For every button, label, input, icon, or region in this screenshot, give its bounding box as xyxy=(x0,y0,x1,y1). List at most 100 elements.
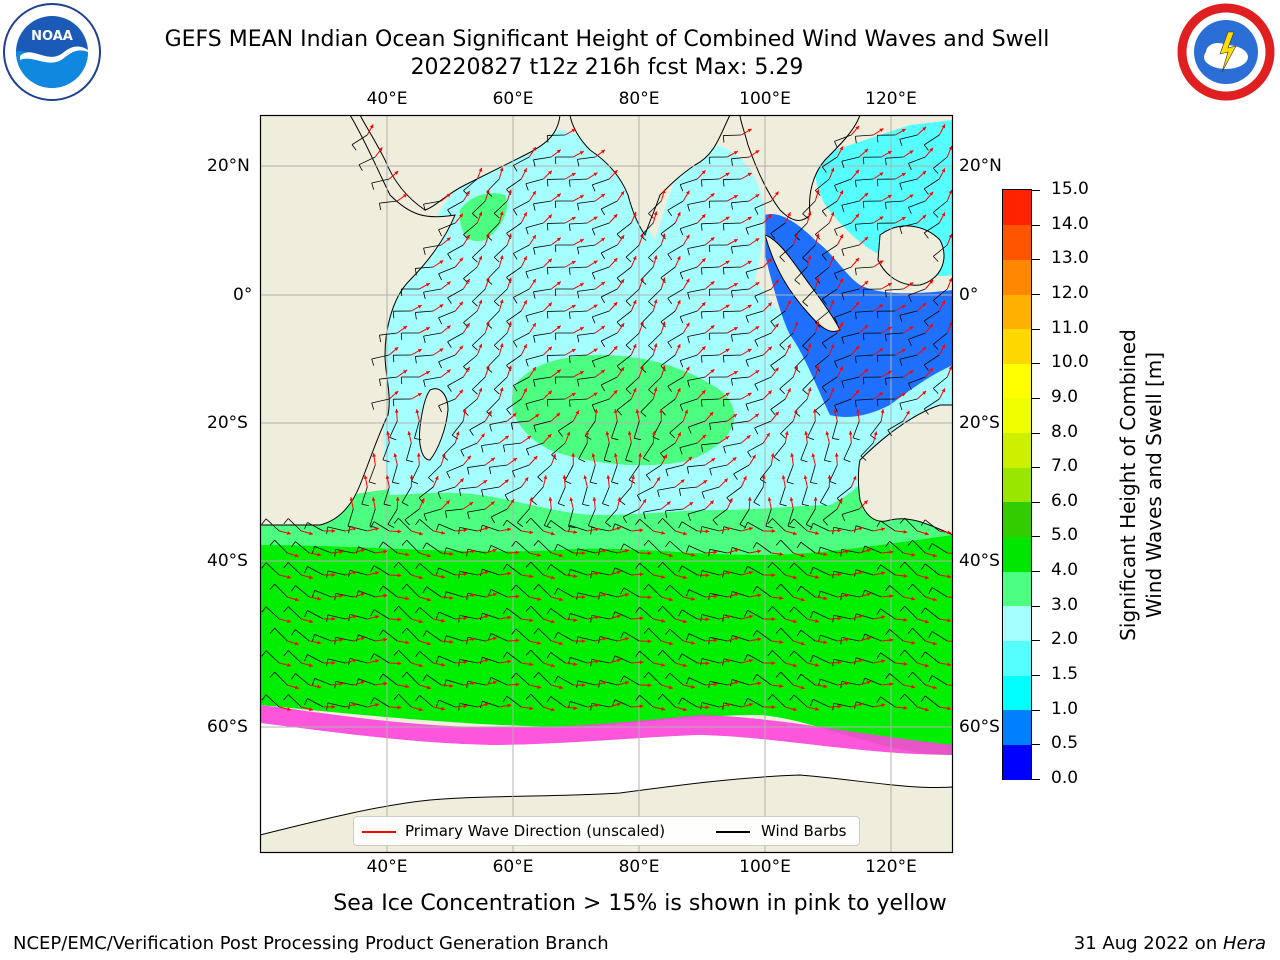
wave-arrow-head xyxy=(677,212,681,217)
wind-barb-flag xyxy=(554,675,558,683)
wave-arrow-head xyxy=(903,705,908,710)
wind-barb xyxy=(800,541,816,554)
wave-arrow-head xyxy=(639,616,644,621)
indonesian-seas xyxy=(765,214,953,417)
wind-barb-flag xyxy=(745,359,749,367)
wind-barb xyxy=(923,354,940,366)
wind-barb-flag xyxy=(525,315,529,323)
wind-barb-flag xyxy=(899,139,903,147)
wave-arrow-head xyxy=(535,414,540,418)
wave-arrow-head xyxy=(653,211,658,216)
wind-barb xyxy=(747,521,764,532)
wind-barb xyxy=(515,628,530,642)
wave-arrow-head xyxy=(800,641,805,646)
wind-barb-flag xyxy=(533,159,536,167)
wind-barb xyxy=(391,464,398,483)
wave-arrow-head xyxy=(547,434,552,438)
wind-barb-flag xyxy=(794,279,801,285)
wave-arrow-head xyxy=(512,413,517,417)
wind-barb xyxy=(802,288,816,303)
wind-barb-flag xyxy=(841,514,846,522)
wind-barb-flag xyxy=(438,317,443,325)
wave-arrow-head xyxy=(383,593,388,598)
wave-arrow-head xyxy=(403,194,408,198)
wind-barb xyxy=(756,630,772,642)
wave-arrow-head xyxy=(352,570,357,575)
wind-barb xyxy=(493,200,508,214)
wind-barb xyxy=(445,508,464,512)
wave-arrow-head xyxy=(616,526,621,531)
wind-barb-flag xyxy=(590,481,598,485)
wind-barb-flag xyxy=(733,473,738,480)
wave-arrow-head xyxy=(887,327,892,331)
wave-arrow-head xyxy=(748,658,753,663)
wind-barb xyxy=(530,605,544,620)
wind-barb xyxy=(904,561,918,576)
wind-barb xyxy=(558,420,574,432)
wind-barb-flag xyxy=(802,257,809,263)
wind-barb-flag xyxy=(709,423,712,431)
wind-barb xyxy=(490,676,508,686)
wind-barb-flag xyxy=(840,549,843,557)
wind-barb xyxy=(880,696,896,708)
wind-barb xyxy=(622,508,640,518)
wind-barb xyxy=(482,612,500,620)
wind-barb xyxy=(265,650,280,664)
wind-barb xyxy=(701,442,720,446)
wind-barb xyxy=(398,605,412,620)
wind-barb-flag xyxy=(700,702,703,710)
wind-barb-flag xyxy=(591,272,596,280)
wind-barb-flag xyxy=(933,344,939,350)
wind-barb xyxy=(923,178,940,190)
wind-barb xyxy=(754,376,772,385)
wind-barb xyxy=(731,244,750,248)
wave-arrow-head xyxy=(352,702,357,707)
wave-arrow-head xyxy=(903,573,908,578)
wind-barb-flag xyxy=(635,650,641,657)
wind-barb xyxy=(688,677,706,686)
wave-arrow-head xyxy=(815,321,820,326)
wind-barb-flag xyxy=(591,228,596,236)
wave-arrow-head xyxy=(625,681,629,685)
wave-arrow-head xyxy=(523,300,527,305)
wind-barb xyxy=(428,464,442,478)
wind-barb-flag xyxy=(722,399,725,407)
wind-barb-flag xyxy=(525,183,529,191)
colorbar-tick-label: 15.0 xyxy=(1051,179,1089,199)
wind-barb-flag xyxy=(884,158,887,166)
wind-barb xyxy=(513,244,530,254)
colorbar-tick-label: 14.0 xyxy=(1051,213,1089,234)
wave-arrow-head xyxy=(767,497,772,502)
wave-arrow-head xyxy=(705,573,710,578)
wind-barb xyxy=(538,628,552,642)
wave-arrow-head xyxy=(591,453,596,458)
wind-barb xyxy=(833,570,852,576)
wind-barb xyxy=(834,398,852,406)
wave-arrow-head xyxy=(602,548,607,553)
wind-barb-flag xyxy=(625,388,632,395)
wave-arrow-head xyxy=(492,548,497,553)
wave-arrow-head xyxy=(948,233,953,238)
wind-barb xyxy=(415,310,434,313)
wind-barb-flag xyxy=(414,356,417,364)
wind-barb xyxy=(605,508,618,523)
wind-barb xyxy=(623,631,640,642)
wind-barb xyxy=(530,649,544,664)
wind-barb-flag xyxy=(664,510,668,518)
wind-barb-flag xyxy=(908,207,912,214)
wave-arrow-head xyxy=(733,151,738,155)
wind-barb-flag xyxy=(834,141,838,148)
wind-barb xyxy=(712,508,728,521)
wind-barb xyxy=(569,266,588,269)
wave-arrow-head xyxy=(417,349,422,353)
wind-barb-flag xyxy=(533,584,539,591)
wind-barb xyxy=(924,519,940,532)
wind-barb xyxy=(855,657,874,664)
colorbar-segment xyxy=(1003,328,1031,364)
wave-arrow-head xyxy=(455,431,460,436)
wind-barb xyxy=(335,593,354,598)
wind-barb-flag xyxy=(370,697,375,704)
wave-arrow-head xyxy=(602,592,607,597)
wind-barb xyxy=(382,442,390,460)
wind-barb xyxy=(489,420,508,426)
